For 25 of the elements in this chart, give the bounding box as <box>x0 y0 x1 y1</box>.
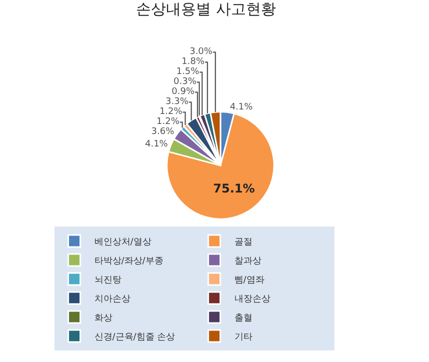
data-label: 1.2% <box>159 107 183 118</box>
legend-label: 베인상처/열상 <box>94 238 152 248</box>
data-label: 3.6% <box>151 127 175 138</box>
data-label: 3.0% <box>190 47 213 58</box>
data-label: 3.3% <box>166 97 189 108</box>
legend-label: 타박상/좌상/부종 <box>94 256 164 267</box>
data-label: 0.3% <box>174 77 197 88</box>
legend-label: 골절 <box>234 238 252 248</box>
legend-label: 치아손상 <box>94 294 130 305</box>
legend-label: 기타 <box>234 332 252 343</box>
data-label: 4.1% <box>144 139 168 150</box>
chart-title: 손상내용별 사고현황 <box>136 0 276 18</box>
legend-label: 뇌진탕 <box>94 276 122 286</box>
data-label: 1.5% <box>176 67 200 78</box>
data-label: 75.1% <box>213 182 255 196</box>
legend-label: 찰과상 <box>234 256 262 267</box>
data-label: 1.8% <box>182 57 205 68</box>
legend-label: 삠/염좌 <box>234 276 264 286</box>
legend-label: 신경/근육/힘줄 손상 <box>94 332 176 343</box>
data-label: 1.2% <box>156 117 180 128</box>
legend-label: 내장손상 <box>234 294 270 305</box>
data-label: 4.1% <box>230 102 254 112</box>
legend-label: 화상 <box>94 314 112 324</box>
legend-label: 출혈 <box>234 314 252 324</box>
data-label: 0.9% <box>172 87 195 98</box>
